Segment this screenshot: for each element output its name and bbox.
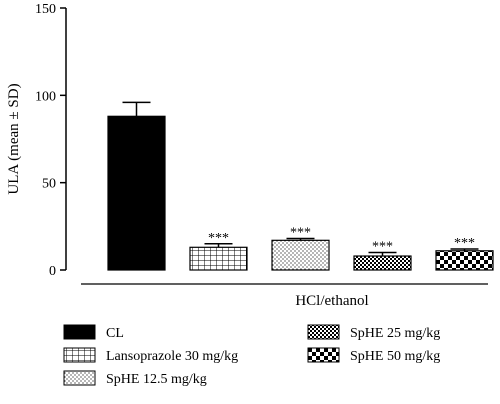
legend-swatch <box>307 347 340 363</box>
bar-5 <box>435 250 494 271</box>
y-tick-label: 100 <box>35 89 56 104</box>
y-axis: 0 50 100 150 <box>35 2 67 279</box>
y-tick-label: 50 <box>42 177 56 192</box>
significance-label: *** <box>454 236 475 251</box>
legend-label: SpHE 25 mg/kg <box>350 326 440 341</box>
y-axis-label: ULA (mean ± SD) <box>6 83 22 194</box>
y-tick-label: 0 <box>49 264 56 279</box>
significance-label: *** <box>372 240 393 255</box>
y-tick-label: 150 <box>35 2 56 17</box>
legend-swatch <box>63 324 96 340</box>
legend-swatch <box>63 370 96 386</box>
bar-3 <box>271 239 330 271</box>
legend-label: SpHE 50 mg/kg <box>350 349 440 364</box>
significance-label: *** <box>290 226 311 241</box>
legend-swatch <box>63 347 96 363</box>
bar-2 <box>189 246 248 271</box>
legend: CL Lansoprazole 30 mg/kg SpHE 12.5 mg/kg Sp… <box>63 324 440 387</box>
legend-label: CL <box>106 326 124 341</box>
legend-label: Lansoprazole 30 mg/kg <box>106 349 238 364</box>
bars: *** *** *** *** <box>107 101 494 271</box>
x-axis-label: HCl/ethanol <box>295 293 368 309</box>
legend-label: SpHE 12.5 mg/kg <box>106 372 207 387</box>
legend-swatch <box>307 324 340 340</box>
bar-1 <box>107 115 166 271</box>
significance-label: *** <box>208 231 229 246</box>
bar-4 <box>353 255 412 271</box>
